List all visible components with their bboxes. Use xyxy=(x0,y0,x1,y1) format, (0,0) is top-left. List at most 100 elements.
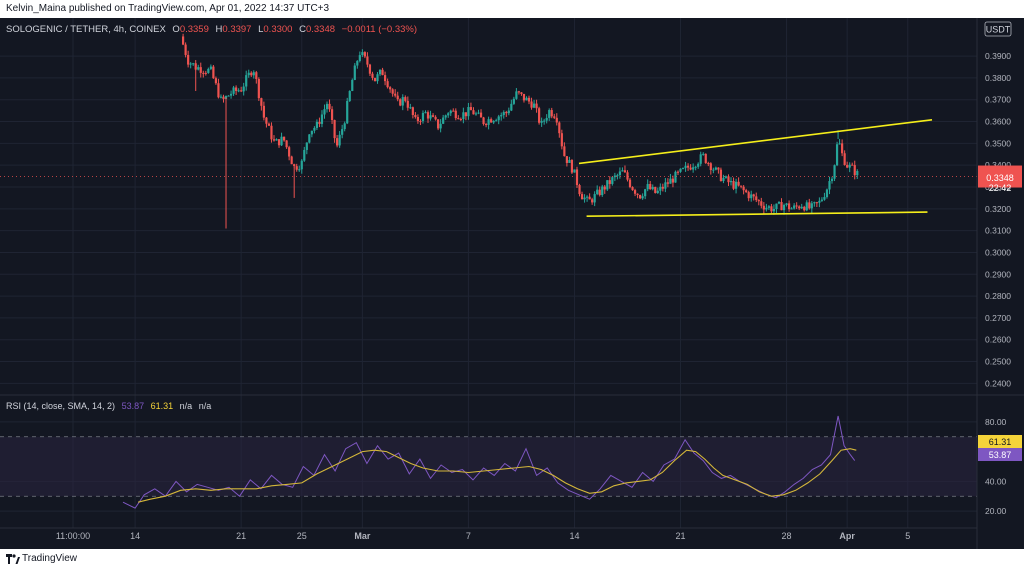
candle-body xyxy=(437,119,440,129)
candle-body xyxy=(644,189,647,197)
trendlines[interactable] xyxy=(578,119,933,218)
candle-body xyxy=(565,156,568,163)
candle-body xyxy=(320,114,324,124)
candle-body xyxy=(313,127,316,131)
candle-body xyxy=(719,169,723,182)
candle-body xyxy=(328,103,331,110)
candle-body xyxy=(383,75,387,82)
candle-body xyxy=(464,112,467,117)
candle-body xyxy=(431,115,435,117)
candle-body xyxy=(512,98,515,104)
candle-body xyxy=(775,203,778,209)
candle-body xyxy=(591,199,594,203)
rsi-title: RSI (14, close, SMA, 14, 2) xyxy=(6,401,115,411)
candle-body xyxy=(543,120,546,122)
candle-body xyxy=(656,190,659,193)
candle-body xyxy=(535,103,538,109)
candle-body xyxy=(613,175,616,178)
candle-body xyxy=(770,206,773,212)
candle-body xyxy=(214,78,218,84)
candle-body xyxy=(452,110,455,112)
candle-body xyxy=(378,69,382,75)
candle-body xyxy=(704,153,707,164)
candle-body xyxy=(257,79,260,99)
candle-body xyxy=(346,101,349,124)
candle-body xyxy=(270,125,273,140)
main-legend[interactable]: SOLOGENIC / TETHER, 4h, COINEX O0.3359 H… xyxy=(6,24,417,35)
candle-body xyxy=(447,113,450,116)
candle-body xyxy=(290,156,293,165)
candle-body xyxy=(563,146,566,157)
candle-body xyxy=(702,153,705,155)
candle-body xyxy=(757,200,760,202)
candle-body xyxy=(406,100,409,108)
candle-body xyxy=(224,96,228,99)
time-tick-label: 21 xyxy=(676,531,686,541)
rsi-lower-value: n/a xyxy=(199,401,212,411)
currency-badge[interactable] xyxy=(984,21,1012,37)
candle-body xyxy=(293,164,296,167)
candle-body xyxy=(255,72,258,80)
candle-body xyxy=(825,189,829,198)
candle-body xyxy=(505,112,508,114)
candle-body xyxy=(611,177,614,184)
price-tick-label: 0.2700 xyxy=(985,313,1011,323)
candle-body xyxy=(515,91,518,99)
candle-body xyxy=(813,202,816,204)
candle-body xyxy=(497,116,500,121)
candle-body xyxy=(330,109,334,121)
rsi-legend[interactable]: RSI (14, close, SMA, 14, 2) 53.87 61.31 … xyxy=(6,401,211,411)
candle-body xyxy=(846,164,849,168)
candle-body xyxy=(479,112,483,118)
candle-body xyxy=(351,79,354,92)
rsi-tick-label: 80.00 xyxy=(985,417,1007,427)
symbol-title: SOLOGENIC / TETHER, 4h, COINEX xyxy=(6,24,166,35)
candle-body xyxy=(194,63,197,70)
chart-svg[interactable]: 0.3900 0.3800 0.3700 0.3600 0.3500 0.3400 0.33… xyxy=(0,18,1024,549)
candle-body xyxy=(646,184,649,190)
rsi-badge xyxy=(978,448,1022,461)
candle-body xyxy=(805,202,808,211)
candle-body xyxy=(734,181,738,189)
time-tick-label: Mar xyxy=(354,531,371,541)
low-value: 0.3300 xyxy=(263,24,292,35)
rsi-legend-line: RSI (14, close, SMA, 14, 2) 53.87 61.31 … xyxy=(6,401,211,411)
candle-body xyxy=(305,142,308,150)
candle-body xyxy=(598,189,601,196)
trendline[interactable] xyxy=(586,211,928,218)
candle-body xyxy=(457,118,460,120)
candle-body xyxy=(616,175,619,177)
candle-body xyxy=(694,166,697,168)
candle-body xyxy=(300,160,303,170)
candle-body xyxy=(219,96,223,98)
publisher-text: Kelvin_Maina published on TradingView.co… xyxy=(6,3,330,14)
candle-body xyxy=(525,97,528,101)
candle-body xyxy=(426,112,430,119)
candle-body xyxy=(740,185,743,187)
candle-body xyxy=(298,169,301,171)
rsi-ma-badge-value: 61.31 xyxy=(989,437,1012,447)
time-axis[interactable]: 11:00:00 14 21 25 Mar 7 14 21 28 Apr 5 xyxy=(56,531,910,541)
price-axis[interactable]: 0.3900 0.3800 0.3700 0.3600 0.3500 0.3400 0.33… xyxy=(985,51,1011,388)
candle-body xyxy=(692,167,695,170)
candle-body xyxy=(669,178,672,184)
candle-body xyxy=(323,109,326,115)
candle-body xyxy=(714,167,717,170)
rsi-axis[interactable]: 80.00 40.00 20.00 xyxy=(985,417,1007,516)
rsi-ma-badge xyxy=(978,435,1022,448)
candle-body xyxy=(760,201,763,206)
legend-line: SOLOGENIC / TETHER, 4h, COINEX O0.3359 H… xyxy=(6,24,417,35)
candle-body xyxy=(742,186,745,191)
time-tick-label: 21 xyxy=(236,531,246,541)
candle-body xyxy=(527,97,531,102)
candle-body xyxy=(623,170,627,173)
price-tick-label: 0.3500 xyxy=(985,138,1011,148)
candle-body xyxy=(707,163,710,165)
rsi-ma-legend-value: 61.31 xyxy=(151,401,174,411)
candle-body xyxy=(709,163,712,171)
chart-area[interactable]: 0.3900 0.3800 0.3700 0.3600 0.3500 0.3400 0.33… xyxy=(0,18,1024,549)
candle-body xyxy=(482,117,485,125)
trendline[interactable] xyxy=(578,119,933,165)
candle-body xyxy=(697,163,700,167)
time-tick-label: 14 xyxy=(569,531,579,541)
